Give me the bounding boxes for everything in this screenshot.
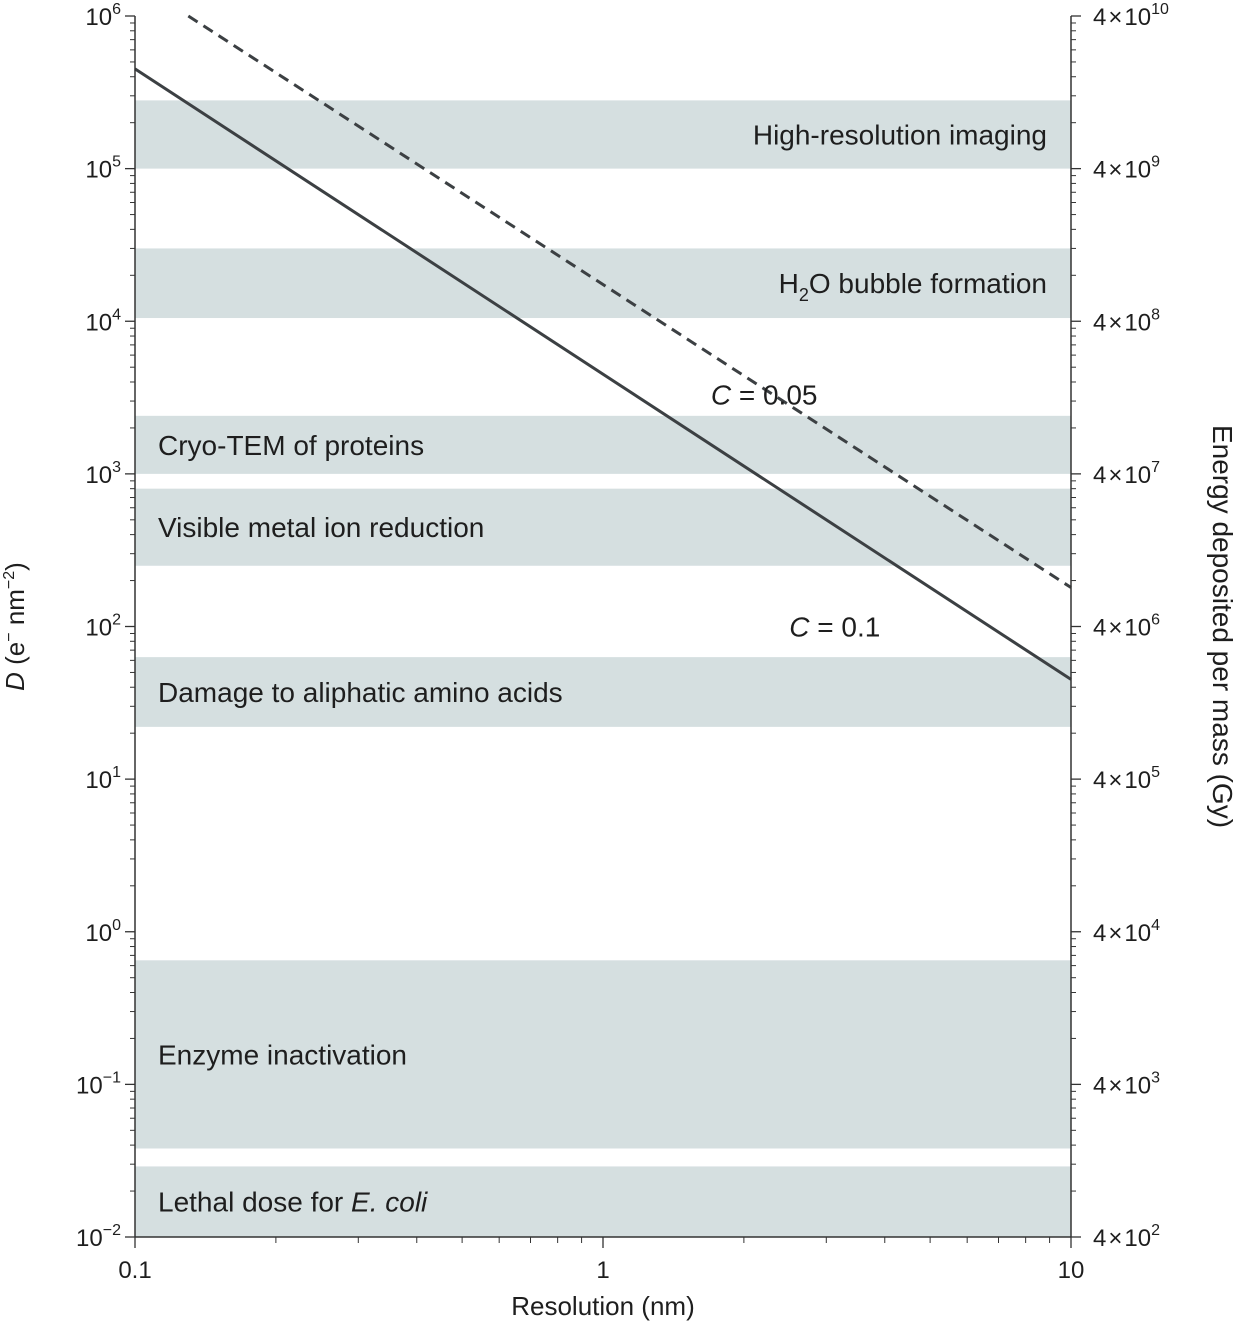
band-label-3: Visible metal ion reduction [158,512,484,543]
band-label-0: High-resolution imaging [753,120,1047,151]
y-right-tick-label-4: 4×106 [1093,612,1160,642]
y-right-tick-label-0: 4×102 [1093,1222,1160,1252]
y-right-tick-label-5: 4×107 [1093,459,1160,489]
y-axis-label-right: Energy deposited per mass (Gy) [1207,425,1238,828]
y-right-tick-label-8: 4×1010 [1093,1,1169,31]
band-6 [135,1166,1071,1237]
y-left-tick-label-5: 103 [85,459,121,489]
band-4 [135,657,1071,727]
bands-layer [135,100,1071,1237]
y-left-tick-label-6: 104 [85,306,121,336]
x-tick-label-0: 0.1 [118,1257,151,1284]
y-right-tick-label-6: 4×108 [1093,306,1160,336]
series-layer [134,14,1072,681]
y-axis-label-left: D (e− nm−2) [0,562,30,691]
band-label-6: Lethal dose for E. coli [158,1187,428,1218]
y-left-tick-label-4: 102 [85,612,121,642]
y-left-tick-label-3: 101 [85,764,121,794]
band-label-5: Enzyme inactivation [158,1039,407,1070]
series-line-c-0-1 [134,67,1072,681]
band-0 [135,100,1071,169]
series-line-c-0-05 [187,14,1072,589]
y-left-tick-label-1: 10−1 [76,1069,121,1099]
y-left-tick-label-8: 106 [85,1,121,31]
band-label-4: Damage to aliphatic amino acids [158,677,563,708]
y-right-tick-label-7: 4×109 [1093,154,1160,184]
y-right-tick-label-2: 4×104 [1093,917,1160,947]
y-left-tick-label-0: 10−2 [76,1222,121,1252]
x-tick-label-1: 1 [596,1257,609,1284]
band-label-1: H2O bubble formation [779,268,1047,305]
band-5 [135,960,1071,1149]
x-axis-label: Resolution (nm) [511,1291,695,1321]
band-label-2: Cryo-TEM of proteins [158,430,424,461]
axes-layer [125,15,1081,1248]
y-right-tick-label-1: 4×103 [1093,1069,1160,1099]
y-left-tick-label-7: 105 [85,154,121,184]
series-label-0: C = 0.1 [789,612,880,643]
y-left-tick-label-2: 100 [85,917,121,947]
series-label-1: C = 0.05 [711,380,818,411]
band-3 [135,488,1071,566]
y-right-tick-label-3: 4×105 [1093,764,1160,794]
x-tick-label-2: 10 [1058,1257,1085,1284]
band-2 [135,415,1071,474]
